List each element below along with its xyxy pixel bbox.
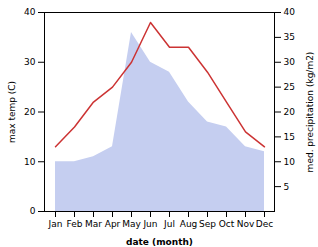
svg-text:20: 20 — [24, 107, 36, 117]
svg-text:Jan: Jan — [48, 219, 63, 229]
svg-text:Dec: Dec — [256, 219, 273, 229]
svg-text:35: 35 — [284, 32, 295, 42]
svg-text:5: 5 — [284, 182, 290, 192]
svg-text:0: 0 — [30, 206, 36, 216]
svg-text:Mar: Mar — [85, 219, 102, 229]
svg-text:40: 40 — [284, 7, 296, 17]
svg-text:Oct: Oct — [219, 219, 235, 229]
svg-text:20: 20 — [284, 107, 296, 117]
svg-text:10: 10 — [284, 157, 296, 167]
svg-text:Sep: Sep — [199, 219, 216, 229]
svg-text:date (month): date (month) — [126, 237, 193, 247]
svg-text:Apr: Apr — [105, 219, 121, 229]
svg-text:Feb: Feb — [67, 219, 83, 229]
svg-text:Nov: Nov — [237, 219, 255, 229]
svg-text:May: May — [122, 219, 141, 229]
svg-text:Aug: Aug — [180, 219, 198, 229]
svg-text:Jul: Jul — [163, 219, 175, 229]
svg-text:med. precipitation (kg/m2): med. precipitation (kg/m2) — [305, 52, 315, 173]
svg-text:max temp (C): max temp (C) — [7, 81, 17, 143]
svg-text:30: 30 — [284, 57, 296, 67]
svg-text:25: 25 — [284, 82, 295, 92]
svg-text:30: 30 — [24, 57, 36, 67]
svg-text:10: 10 — [24, 157, 36, 167]
svg-text:40: 40 — [24, 7, 36, 17]
svg-text:Jun: Jun — [142, 219, 157, 229]
svg-text:15: 15 — [284, 132, 295, 142]
